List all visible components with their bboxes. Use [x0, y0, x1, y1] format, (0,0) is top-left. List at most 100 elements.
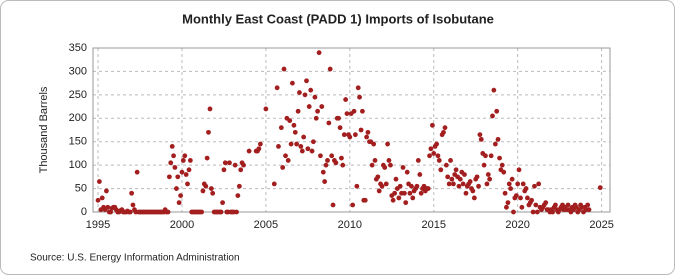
point: [597, 185, 603, 191]
x-tick-label: 2025: [589, 219, 613, 231]
point: [436, 158, 442, 163]
point: [337, 125, 343, 131]
point: [372, 158, 378, 163]
point: [390, 197, 396, 203]
point: [290, 80, 295, 86]
point: [178, 193, 184, 199]
point: [306, 104, 312, 109]
point: [477, 132, 483, 138]
point: [274, 85, 280, 91]
point: [515, 181, 521, 187]
point: [386, 158, 392, 163]
point: [129, 190, 135, 196]
point: [492, 141, 498, 147]
point: [511, 209, 516, 215]
point: [302, 92, 308, 98]
point: [210, 190, 216, 196]
y-tick-label: 0: [81, 206, 87, 218]
point: [316, 50, 322, 56]
point: [271, 181, 277, 187]
point: [393, 176, 399, 182]
point: [105, 204, 111, 210]
point: [565, 202, 571, 208]
point: [309, 148, 315, 154]
point: [362, 197, 368, 203]
point: [485, 172, 491, 177]
point: [491, 87, 497, 93]
point: [200, 188, 206, 194]
point: [396, 195, 402, 201]
point: [504, 204, 509, 210]
point: [99, 195, 105, 201]
plot-border: [92, 47, 611, 213]
point: [326, 120, 332, 126]
point: [256, 146, 262, 152]
x-tick-label: 2020: [505, 219, 529, 231]
point: [448, 158, 453, 163]
point: [430, 122, 435, 128]
point: [333, 160, 339, 166]
point: [428, 146, 434, 152]
y-tick-label: 300: [69, 65, 87, 77]
point: [483, 153, 488, 159]
point: [297, 90, 302, 95]
point: [347, 134, 353, 140]
point: [241, 162, 246, 168]
point: [281, 66, 287, 72]
y-tick-label: 250: [69, 89, 87, 101]
point: [404, 169, 410, 175]
point: [499, 162, 505, 168]
point: [301, 134, 307, 140]
point: [344, 111, 350, 116]
point: [165, 209, 171, 215]
point: [276, 144, 281, 149]
point: [104, 188, 109, 194]
point: [168, 160, 174, 166]
point: [351, 108, 357, 114]
y-tick-label: 50: [75, 182, 87, 194]
point: [449, 176, 455, 182]
point: [305, 146, 311, 152]
point: [246, 148, 252, 154]
point: [298, 144, 304, 149]
point: [222, 160, 228, 166]
point: [199, 209, 205, 215]
point: [516, 167, 522, 173]
point: [471, 195, 477, 201]
point: [520, 181, 526, 187]
point: [183, 172, 189, 177]
point: [385, 141, 390, 147]
x-tick-label: 2010: [338, 219, 362, 231]
point: [501, 169, 507, 175]
point: [176, 200, 182, 206]
point: [263, 106, 269, 112]
point: [474, 174, 480, 180]
point: [450, 181, 456, 187]
point: [443, 162, 449, 168]
point: [553, 202, 558, 208]
point: [457, 176, 463, 182]
point: [460, 181, 466, 187]
point: [476, 183, 481, 189]
point: [502, 190, 508, 196]
point: [312, 94, 318, 100]
point: [488, 153, 494, 159]
point: [532, 183, 537, 189]
point: [108, 209, 114, 215]
point: [418, 190, 424, 196]
point: [315, 108, 320, 114]
point: [278, 125, 284, 131]
point: [371, 141, 377, 147]
point: [339, 155, 344, 161]
point: [425, 186, 431, 191]
point: [292, 129, 298, 135]
point: [382, 165, 388, 170]
point: [287, 118, 293, 124]
point: [350, 202, 356, 208]
point: [323, 162, 329, 168]
point: [283, 153, 288, 159]
point: [442, 125, 448, 131]
point: [407, 190, 413, 196]
point: [509, 176, 515, 182]
